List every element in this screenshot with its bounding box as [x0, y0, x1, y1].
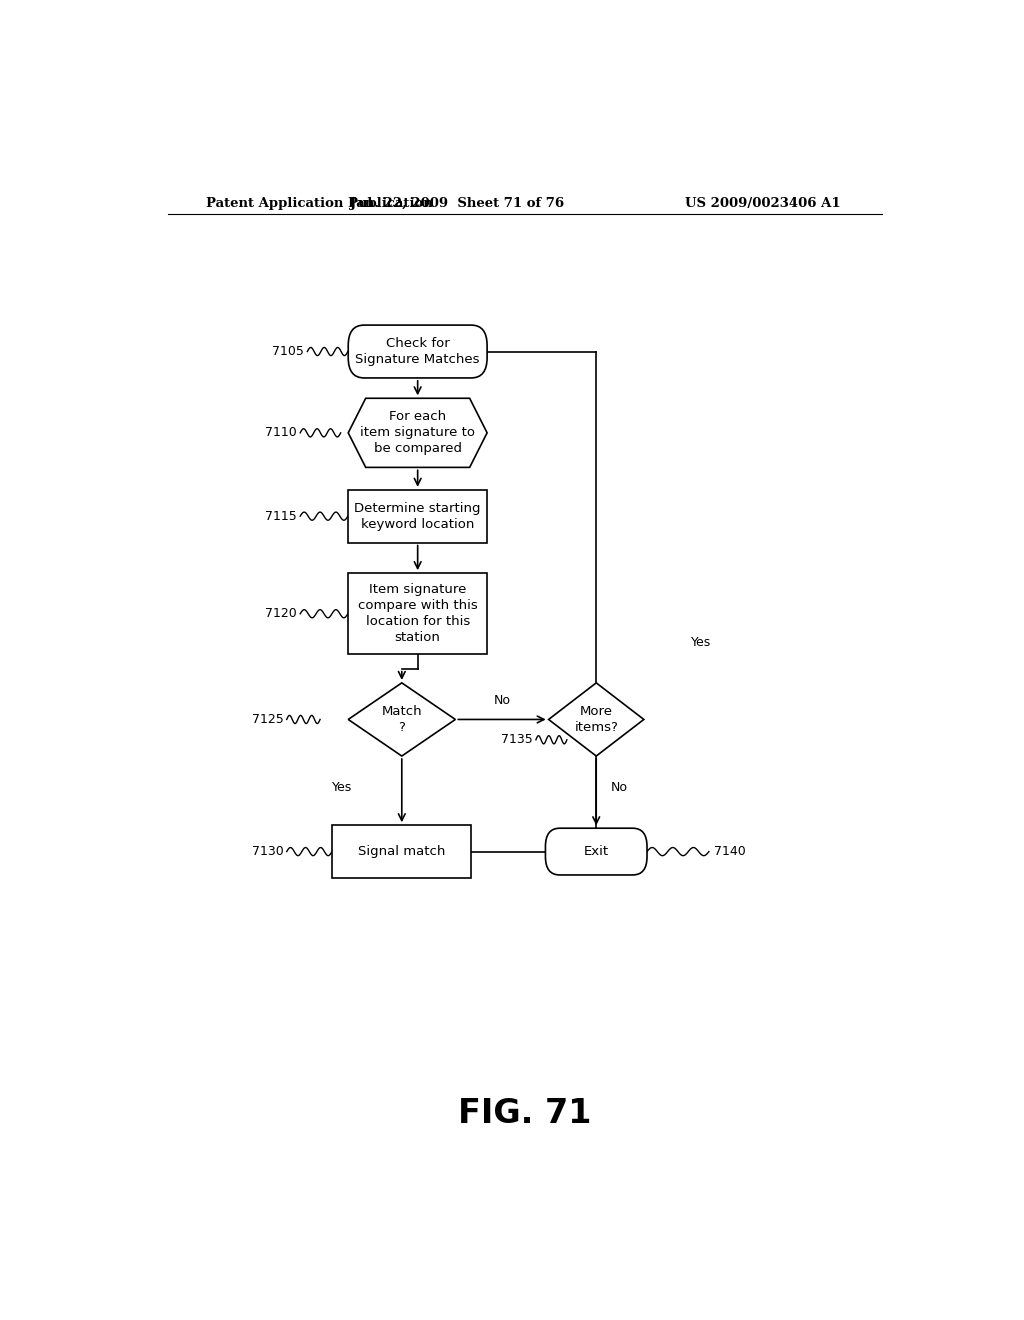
Text: 7105: 7105	[272, 345, 304, 358]
Text: For each
item signature to
be compared: For each item signature to be compared	[360, 411, 475, 455]
Polygon shape	[348, 399, 487, 467]
Text: 7115: 7115	[265, 510, 297, 523]
Polygon shape	[549, 682, 644, 756]
Text: FIG. 71: FIG. 71	[458, 1097, 592, 1130]
Text: Exit: Exit	[584, 845, 609, 858]
Text: 7140: 7140	[714, 845, 745, 858]
Text: Check for
Signature Matches: Check for Signature Matches	[355, 337, 480, 366]
Polygon shape	[348, 682, 456, 756]
Text: US 2009/0023406 A1: US 2009/0023406 A1	[685, 197, 841, 210]
FancyBboxPatch shape	[348, 490, 487, 543]
FancyBboxPatch shape	[546, 828, 647, 875]
Text: Determine starting
keyword location: Determine starting keyword location	[354, 502, 481, 531]
Text: Patent Application Publication: Patent Application Publication	[206, 197, 432, 210]
Text: Jan. 22, 2009  Sheet 71 of 76: Jan. 22, 2009 Sheet 71 of 76	[350, 197, 564, 210]
Text: No: No	[494, 694, 511, 708]
FancyBboxPatch shape	[333, 825, 471, 878]
Text: Signal match: Signal match	[358, 845, 445, 858]
Text: 7120: 7120	[265, 607, 297, 620]
Text: 7125: 7125	[252, 713, 284, 726]
Text: Item signature
compare with this
location for this
station: Item signature compare with this locatio…	[357, 583, 477, 644]
FancyBboxPatch shape	[348, 573, 487, 655]
Text: 7135: 7135	[501, 734, 532, 746]
Text: Yes: Yes	[332, 781, 352, 795]
Text: 7110: 7110	[265, 426, 297, 440]
FancyBboxPatch shape	[348, 325, 487, 378]
Text: Yes: Yes	[691, 636, 712, 648]
Text: More
items?: More items?	[574, 705, 618, 734]
Text: No: No	[610, 781, 628, 795]
Text: 7130: 7130	[252, 845, 284, 858]
Text: Match
?: Match ?	[382, 705, 422, 734]
